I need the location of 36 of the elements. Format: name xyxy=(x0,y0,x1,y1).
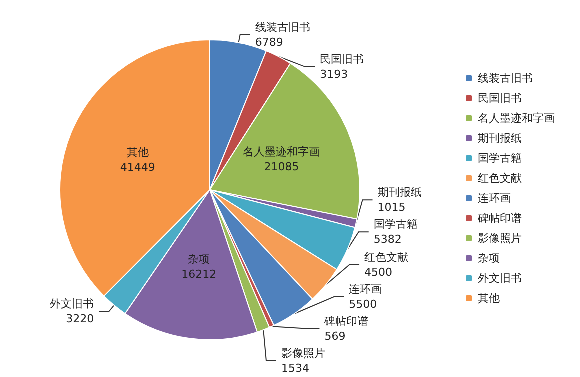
slice-label: 杂项 xyxy=(188,253,210,266)
slice-label: 民国旧书 xyxy=(320,52,364,66)
legend-label: 杂项 xyxy=(478,252,500,265)
data-label: 21085 xyxy=(264,160,300,174)
data-label: 3220 xyxy=(66,312,94,326)
slice-label: 国学古籍 xyxy=(374,218,418,232)
data-label: 4500 xyxy=(364,266,393,279)
data-label: 5500 xyxy=(349,298,378,311)
slice-label: 其他 xyxy=(126,146,149,160)
legend-label: 外文旧书 xyxy=(478,272,522,285)
legend-label: 影像照片 xyxy=(478,232,522,245)
data-label: 6789 xyxy=(255,36,284,49)
legend-label: 民国旧书 xyxy=(478,92,522,105)
slice-label: 线装古旧书 xyxy=(255,20,310,34)
slice-label: 红色文献 xyxy=(364,251,409,264)
legend-label: 期刊报纸 xyxy=(478,132,522,145)
slice-label: 名人墨迹和字画 xyxy=(243,145,320,158)
data-label: 41449 xyxy=(120,161,156,174)
legend-label: 国学古籍 xyxy=(478,152,522,165)
slice-label: 期刊报纸 xyxy=(378,186,422,200)
legend-label: 其他 xyxy=(478,292,500,305)
legend-label: 线装古旧书 xyxy=(478,72,533,85)
legend-label: 碑帖印谱 xyxy=(477,212,522,225)
slice-label: 碑帖印谱 xyxy=(324,315,369,328)
data-label: 1534 xyxy=(281,362,310,375)
legend-label: 连环画 xyxy=(478,192,511,205)
legend-label: 红色文献 xyxy=(478,172,522,185)
data-label: 3193 xyxy=(320,68,348,81)
slice-label: 外文旧书 xyxy=(50,298,94,311)
data-label: 1015 xyxy=(378,201,406,214)
legend-label: 名人墨迹和字画 xyxy=(478,112,555,125)
slice-label: 影像照片 xyxy=(281,347,326,360)
slice-label: 连环画 xyxy=(349,283,382,296)
data-label: 5382 xyxy=(374,233,402,246)
data-label: 16212 xyxy=(182,268,217,282)
data-label: 569 xyxy=(324,330,346,343)
